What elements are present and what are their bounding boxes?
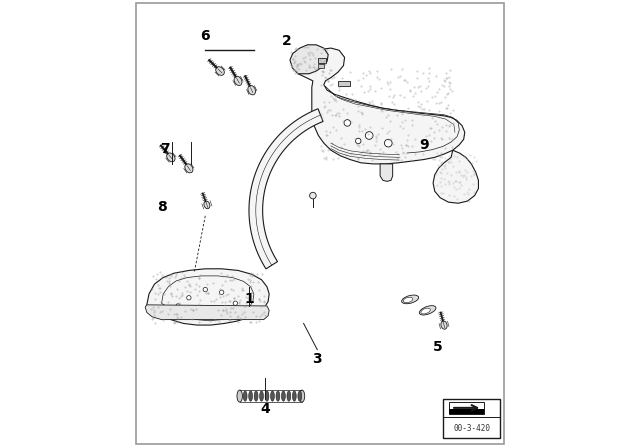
- Text: 1: 1: [244, 293, 254, 306]
- Text: 7: 7: [161, 142, 170, 155]
- Circle shape: [187, 296, 191, 300]
- Ellipse shape: [243, 391, 247, 401]
- Polygon shape: [147, 269, 269, 325]
- Ellipse shape: [185, 164, 193, 173]
- Circle shape: [310, 192, 316, 199]
- Circle shape: [385, 139, 392, 147]
- Ellipse shape: [282, 391, 285, 401]
- Circle shape: [355, 138, 361, 144]
- Ellipse shape: [204, 201, 210, 209]
- Circle shape: [220, 290, 224, 294]
- Text: 3: 3: [312, 353, 322, 366]
- Text: 00-3-420: 00-3-420: [453, 423, 490, 432]
- Ellipse shape: [403, 297, 413, 303]
- Polygon shape: [145, 305, 269, 319]
- Polygon shape: [249, 109, 323, 269]
- Circle shape: [344, 120, 351, 126]
- Circle shape: [365, 132, 373, 139]
- Ellipse shape: [298, 391, 301, 401]
- Ellipse shape: [419, 306, 436, 315]
- Polygon shape: [449, 402, 484, 414]
- Ellipse shape: [402, 295, 419, 304]
- Ellipse shape: [421, 308, 430, 314]
- Ellipse shape: [260, 391, 264, 401]
- Text: 2: 2: [282, 34, 292, 48]
- Text: 6: 6: [200, 29, 210, 43]
- Polygon shape: [380, 164, 393, 181]
- Ellipse shape: [265, 391, 269, 401]
- Ellipse shape: [292, 391, 296, 401]
- Polygon shape: [290, 45, 328, 74]
- Ellipse shape: [166, 153, 175, 162]
- Ellipse shape: [276, 391, 280, 401]
- Text: 9: 9: [419, 138, 429, 152]
- Ellipse shape: [249, 391, 253, 401]
- Bar: [338, 81, 350, 86]
- Text: 4: 4: [260, 402, 270, 416]
- Circle shape: [203, 287, 207, 292]
- Ellipse shape: [216, 67, 224, 75]
- Ellipse shape: [254, 391, 258, 401]
- Polygon shape: [433, 150, 479, 203]
- Bar: [443, 399, 500, 438]
- Polygon shape: [298, 48, 465, 164]
- Circle shape: [176, 304, 180, 308]
- Bar: [318, 65, 324, 68]
- Text: 5: 5: [433, 340, 442, 354]
- Ellipse shape: [287, 391, 291, 401]
- Ellipse shape: [248, 86, 255, 95]
- Ellipse shape: [271, 391, 275, 401]
- Ellipse shape: [234, 76, 242, 86]
- Circle shape: [233, 301, 237, 306]
- Text: 8: 8: [157, 199, 166, 214]
- Ellipse shape: [300, 390, 305, 402]
- Ellipse shape: [441, 321, 447, 329]
- Ellipse shape: [237, 390, 243, 402]
- Bar: [449, 409, 484, 414]
- Bar: [318, 58, 326, 63]
